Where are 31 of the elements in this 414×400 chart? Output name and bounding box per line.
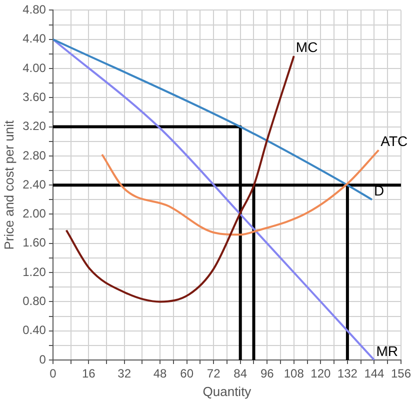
series-label: MC: [296, 38, 318, 55]
x-tick-label: 60: [180, 366, 194, 381]
x-tick-label: 108: [284, 366, 304, 381]
series-label: MR: [376, 342, 398, 359]
x-tick-label: 156: [390, 366, 412, 381]
y-tick-label: 0.80: [22, 294, 46, 308]
x-tick-label: 32: [118, 366, 132, 381]
x-tick-label: 144: [364, 366, 385, 381]
x-tick-label: 120: [310, 366, 332, 381]
x-tick-label: 48: [153, 366, 168, 381]
x-tick-label: 72: [206, 366, 221, 381]
y-tick-label: 3.20: [22, 119, 46, 134]
y-tick-label: 4.00: [22, 60, 46, 75]
y-tick-label: 1.60: [22, 236, 46, 250]
x-tick-label: 96: [260, 366, 274, 381]
y-tick-label: 2.40: [22, 177, 46, 192]
x-tick-label: 84: [234, 366, 248, 381]
y-axis-title: Price and cost per unit: [1, 120, 16, 250]
y-tick-label: 3.60: [22, 90, 46, 104]
y-tick-label: 0.40: [22, 323, 46, 338]
y-tick-label: 1.20: [22, 264, 46, 279]
y-tick-label: 4.40: [22, 32, 46, 46]
x-tick-label: 16: [82, 366, 96, 381]
series-label: ATC: [380, 132, 408, 149]
y-tick-label: 2.80: [22, 148, 46, 162]
x-tick-label: 132: [337, 366, 358, 381]
x-tick-label: 0: [50, 366, 57, 381]
y-tick-label: 4.80: [22, 2, 46, 17]
x-axis-title: Quantity: [202, 384, 252, 399]
y-tick-label: 0: [39, 352, 46, 366]
y-tick-label: 2.00: [22, 206, 46, 221]
